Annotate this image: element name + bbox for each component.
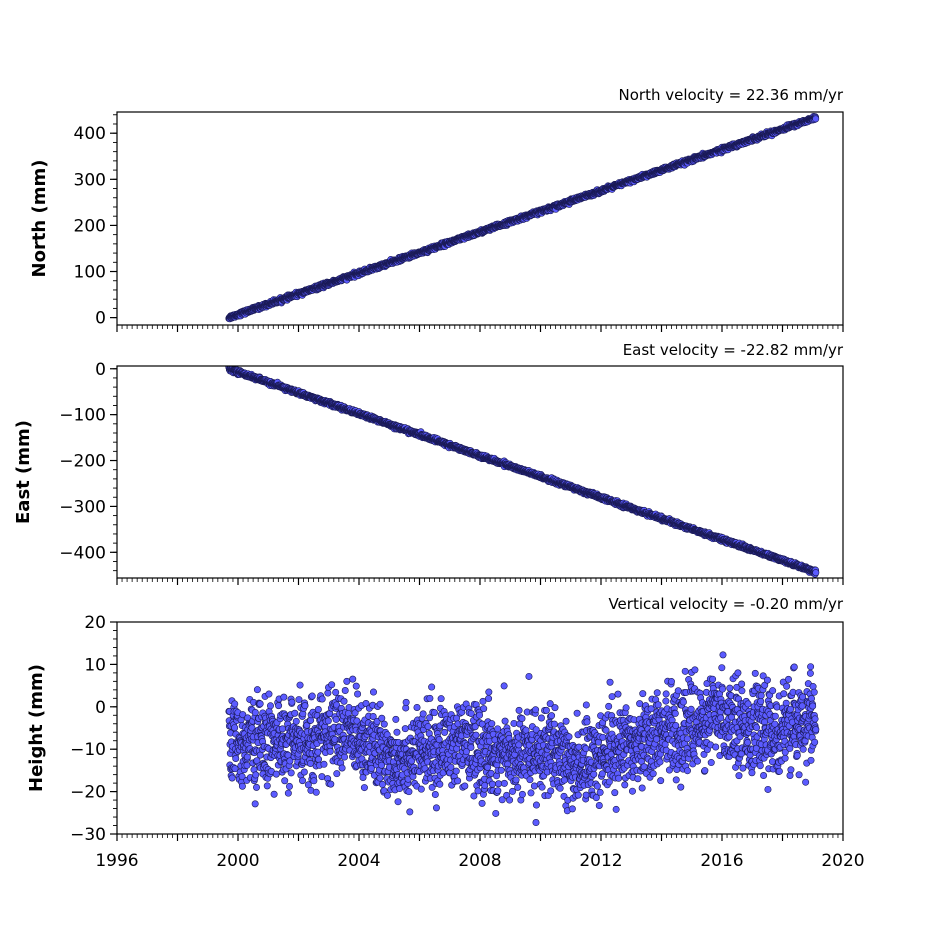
y-tick-label: 200 <box>74 216 106 236</box>
y-axis-label-north: North (mm) <box>29 160 50 278</box>
y-tick-label: 400 <box>74 124 106 144</box>
panel-title-north: North velocity = 22.36 mm/yr <box>619 86 844 104</box>
panel-north: 0 100 200 300 400 North velocity = 22.36 mm/y… <box>29 86 844 332</box>
data-points-north <box>225 112 820 323</box>
y-tick-label: 300 <box>74 170 106 190</box>
data-points-east <box>225 366 820 578</box>
y-tick-label: 0 <box>95 309 106 329</box>
data-point <box>812 115 820 123</box>
y-tick-label: 100 <box>74 263 106 283</box>
